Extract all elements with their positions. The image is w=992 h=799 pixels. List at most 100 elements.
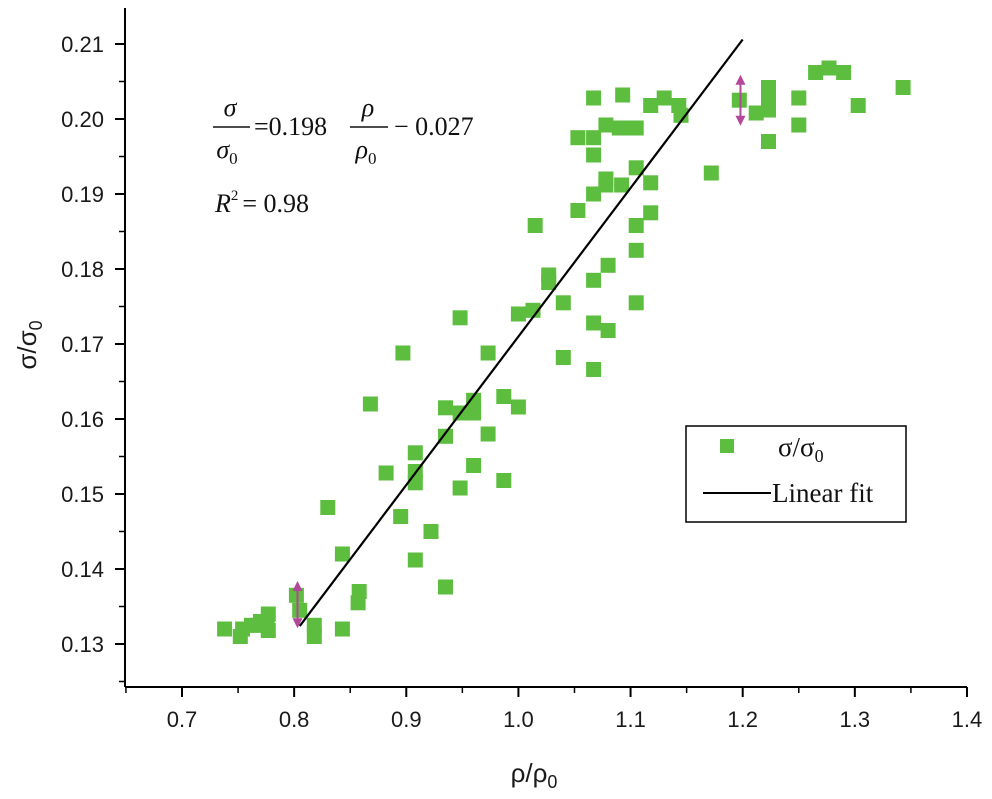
- eq-intercept: − 0.027: [394, 112, 474, 141]
- data-point: [586, 315, 602, 331]
- data-point: [438, 428, 453, 444]
- data-point: [600, 257, 616, 273]
- data-point: [808, 65, 824, 80]
- data-point: [600, 323, 616, 338]
- eq-lhs-numerator: σ: [224, 93, 238, 122]
- data-point: [731, 92, 747, 108]
- legend-box: [685, 425, 907, 523]
- data-point: [555, 295, 571, 311]
- data-point: [466, 405, 482, 421]
- x-tick-label: 0.8: [279, 707, 310, 732]
- data-point: [217, 621, 233, 637]
- data-point: [821, 60, 837, 76]
- data-point: [703, 165, 719, 181]
- y-tick-label: 0.18: [61, 257, 104, 282]
- data-points: [217, 60, 911, 644]
- eq-rhs-den-subscript: 0: [368, 149, 377, 168]
- error-bar-cap-top: [735, 74, 746, 85]
- data-point: [350, 595, 366, 611]
- data-point: [748, 105, 764, 121]
- eq-rhs-denominator: ρ0: [355, 135, 377, 168]
- tick-labels: 0.7 0.8 0.9 1.0 1.1 1.2 1.3 1.4 0.13 0.14 0.15 0.16…: [61, 32, 982, 732]
- data-point: [452, 480, 468, 496]
- error-bar-cap-bottom: [292, 618, 303, 629]
- data-point: [555, 350, 571, 365]
- data-point: [836, 65, 852, 80]
- data-point: [260, 623, 276, 638]
- legend: σ/σ0 Linear fit: [685, 425, 907, 523]
- data-point: [570, 130, 586, 146]
- data-point: [407, 552, 423, 568]
- data-point: [480, 426, 496, 442]
- x-axis-title-subscript: 0: [547, 772, 557, 792]
- y-tick-label: 0.20: [61, 107, 104, 132]
- y-axis-title: σ/σ0: [12, 320, 46, 369]
- data-point: [628, 160, 644, 176]
- eq-coefficient: =0.198: [254, 112, 327, 141]
- legend-label-data: σ/σ0: [778, 432, 824, 466]
- y-tick-label: 0.14: [61, 557, 104, 582]
- data-point: [378, 465, 394, 481]
- data-point: [292, 602, 308, 618]
- data-point: [393, 509, 409, 524]
- data-point: [586, 90, 602, 106]
- eq-lhs-den-subscript: 0: [229, 149, 238, 168]
- data-point: [362, 396, 378, 412]
- data-point: [643, 175, 659, 191]
- data-point: [320, 500, 336, 515]
- data-point: [334, 621, 350, 637]
- data-point: [761, 134, 776, 149]
- data-point: [643, 205, 659, 221]
- legend-label-fit: Linear fit: [772, 478, 874, 508]
- data-point: [628, 242, 644, 258]
- data-point: [586, 147, 602, 163]
- fit-equation: σ σ0 =0.198 ρ ρ0 − 0.027 R2 = 0.98: [213, 93, 474, 218]
- error-bar-cap-bottom: [735, 115, 746, 126]
- data-point: [395, 345, 411, 361]
- x-tick-label: 1.4: [952, 707, 983, 732]
- x-axis-title: ρ/ρ0: [511, 758, 558, 792]
- data-point: [438, 400, 453, 416]
- eq-rhs-numerator: ρ: [361, 93, 374, 122]
- data-point: [895, 80, 911, 95]
- data-point: [586, 272, 602, 288]
- data-point: [611, 120, 627, 136]
- data-point: [452, 310, 468, 326]
- eq-r-squared: R2 = 0.98: [214, 188, 309, 218]
- y-tick-label: 0.21: [61, 32, 104, 57]
- y-tick-label: 0.17: [61, 332, 104, 357]
- data-point: [480, 345, 496, 361]
- linear-fit-line: [298, 38, 744, 627]
- y-tick-label: 0.19: [61, 182, 104, 207]
- data-point: [423, 524, 439, 539]
- y-tick-label: 0.16: [61, 407, 104, 432]
- data-point: [541, 275, 557, 290]
- data-point: [673, 107, 689, 123]
- data-point: [510, 306, 526, 322]
- data-point: [466, 458, 482, 473]
- data-point: [438, 579, 453, 595]
- eq-lhs-denominator: σ0: [216, 135, 237, 168]
- data-point: [527, 218, 543, 233]
- data-point: [614, 177, 630, 193]
- data-point: [407, 445, 423, 461]
- error-bar-cap-top: [292, 581, 303, 591]
- legend-square-marker: [720, 439, 734, 453]
- x-tick-label: 0.9: [391, 707, 422, 732]
- error-bars: [292, 74, 746, 629]
- data-point: [570, 203, 586, 218]
- data-point: [850, 98, 866, 113]
- data-point: [306, 617, 322, 633]
- y-tick-label: 0.15: [61, 482, 104, 507]
- data-point: [656, 90, 672, 106]
- data-point: [334, 546, 350, 562]
- data-point: [260, 606, 276, 622]
- data-point: [466, 392, 482, 408]
- data-point: [628, 295, 644, 311]
- data-point: [615, 87, 631, 103]
- data-point: [510, 399, 526, 415]
- data-point: [628, 218, 644, 233]
- x-tick-label: 1.0: [503, 707, 534, 732]
- y-tick-label: 0.13: [61, 632, 104, 657]
